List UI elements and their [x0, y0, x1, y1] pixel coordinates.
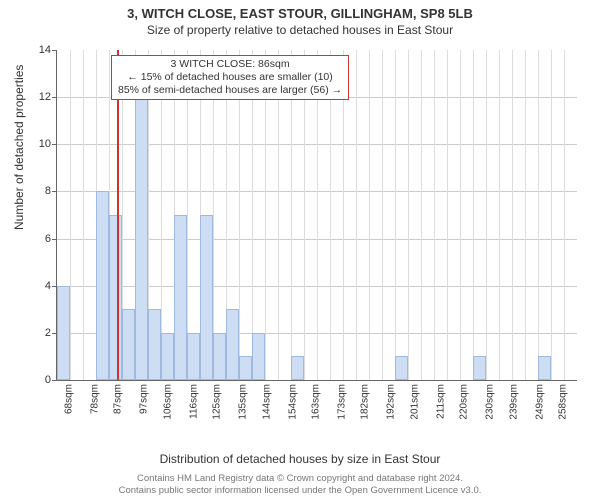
histogram-bar — [473, 356, 486, 380]
x-tick-label: 230sqm — [485, 384, 496, 420]
y-tick-label: 8 — [45, 185, 51, 197]
x-tick-label: 106sqm — [162, 384, 173, 420]
histogram-bar — [187, 333, 200, 380]
gridline-v — [356, 50, 357, 380]
histogram-bar — [109, 215, 122, 380]
histogram-bar — [57, 286, 70, 380]
x-tick-label: 163sqm — [311, 384, 322, 420]
x-tick-label: 78sqm — [90, 384, 101, 414]
gridline-v — [70, 50, 71, 380]
y-tick-label: 2 — [45, 327, 51, 339]
x-tick-label: 192sqm — [386, 384, 397, 420]
gridline-v — [499, 50, 500, 380]
y-tick-label: 0 — [45, 374, 51, 386]
gridline-v — [512, 50, 513, 380]
footer-line2: Contains public sector information licen… — [0, 485, 600, 496]
x-tick-label: 211sqm — [435, 384, 446, 419]
chart-title-address: 3, WITCH CLOSE, EAST STOUR, GILLINGHAM, … — [0, 0, 600, 21]
gridline-v — [447, 50, 448, 380]
y-axis-label: Number of detached properties — [12, 65, 26, 230]
gridline-v — [408, 50, 409, 380]
x-tick-label: 220sqm — [459, 384, 470, 420]
x-tick-label: 87sqm — [113, 384, 124, 414]
x-tick-label: 258sqm — [558, 384, 569, 420]
y-tick-label: 14 — [39, 44, 51, 56]
gridline-v — [538, 50, 539, 380]
histogram-bar — [174, 215, 187, 380]
x-tick-label: 249sqm — [534, 384, 545, 420]
x-tick-label: 116sqm — [188, 384, 199, 419]
y-tick-mark — [52, 380, 57, 381]
x-tick-label: 97sqm — [139, 384, 150, 414]
histogram-bar — [200, 215, 213, 380]
x-tick-label: 154sqm — [287, 384, 298, 420]
y-tick-label: 4 — [45, 280, 51, 292]
x-tick-label: 173sqm — [337, 384, 348, 420]
annotation-line2: ← 15% of detached houses are smaller (10… — [118, 71, 342, 84]
gridline-v — [421, 50, 422, 380]
gridline-v — [564, 50, 565, 380]
gridline-v — [382, 50, 383, 380]
x-tick-label: 144sqm — [261, 384, 272, 420]
y-tick-mark — [52, 97, 57, 98]
histogram-bar — [291, 356, 304, 380]
y-tick-mark — [52, 239, 57, 240]
annotation-line3: 85% of semi-detached houses are larger (… — [118, 84, 342, 97]
histogram-bar — [538, 356, 551, 380]
x-tick-label: 135sqm — [238, 384, 249, 420]
gridline-v — [434, 50, 435, 380]
y-tick-label: 6 — [45, 233, 51, 245]
histogram-bar — [252, 333, 265, 380]
y-tick-mark — [52, 144, 57, 145]
x-tick-label: 125sqm — [212, 384, 223, 420]
chart-container: 02468101214 68sqm78sqm87sqm97sqm106sqm11… — [56, 50, 576, 408]
gridline-v — [551, 50, 552, 380]
gridline-v — [486, 50, 487, 380]
x-tick-label: 239sqm — [508, 384, 519, 420]
annotation-line1: 3 WITCH CLOSE: 86sqm — [118, 58, 342, 71]
histogram-bar — [239, 356, 252, 380]
histogram-bar — [135, 97, 148, 380]
gridline-v — [369, 50, 370, 380]
histogram-bar — [122, 309, 135, 380]
y-tick-label: 12 — [39, 91, 51, 103]
x-tick-label: 182sqm — [360, 384, 371, 420]
gridline-v — [473, 50, 474, 380]
gridline-v — [395, 50, 396, 380]
attribution-footer: Contains HM Land Registry data © Crown c… — [0, 473, 600, 496]
histogram-bar — [148, 309, 161, 380]
x-tick-label: 201sqm — [409, 384, 420, 420]
gridline-v — [83, 50, 84, 380]
histogram-bar — [96, 191, 109, 380]
histogram-bar — [161, 333, 174, 380]
x-tick-label: 68sqm — [64, 384, 75, 414]
histogram-bar — [395, 356, 408, 380]
histogram-bar — [226, 309, 239, 380]
gridline-v — [525, 50, 526, 380]
gridline-v — [460, 50, 461, 380]
y-tick-mark — [52, 191, 57, 192]
annotation-box: 3 WITCH CLOSE: 86sqm ← 15% of detached h… — [111, 55, 349, 100]
histogram-bar — [213, 333, 226, 380]
chart-subtitle: Size of property relative to detached ho… — [0, 21, 600, 37]
y-tick-label: 10 — [39, 138, 51, 150]
footer-line1: Contains HM Land Registry data © Crown c… — [0, 473, 600, 484]
y-tick-mark — [52, 50, 57, 51]
x-axis-label: Distribution of detached houses by size … — [0, 452, 600, 466]
